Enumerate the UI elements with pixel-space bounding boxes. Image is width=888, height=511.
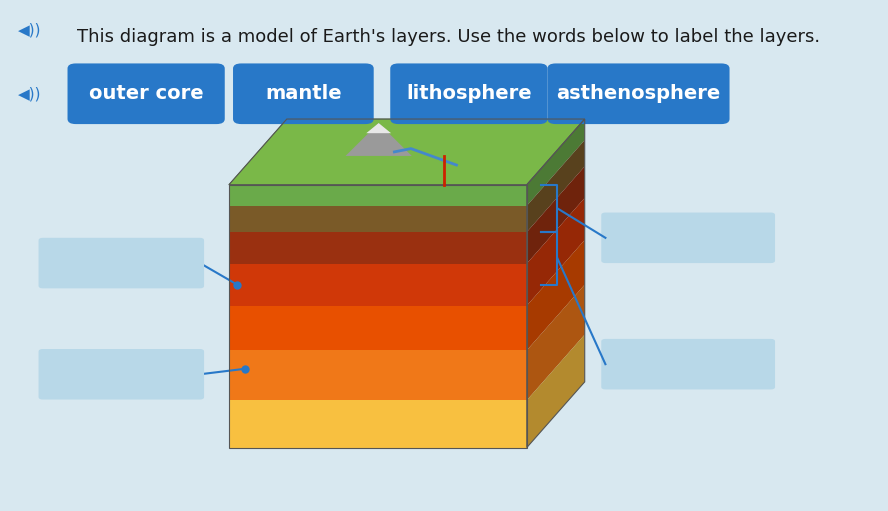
Text: outer core: outer core [89,84,203,103]
Text: mantle: mantle [265,84,342,103]
Text: ◀)): ◀)) [18,23,42,38]
FancyBboxPatch shape [601,213,775,263]
FancyBboxPatch shape [38,238,204,288]
Text: ◀)): ◀)) [18,86,42,101]
Polygon shape [229,351,527,400]
FancyBboxPatch shape [38,349,204,400]
Polygon shape [527,198,584,306]
Polygon shape [345,123,412,156]
FancyBboxPatch shape [601,339,775,389]
Polygon shape [229,306,527,351]
Text: This diagram is a model of Earth's layers. Use the words below to label the laye: This diagram is a model of Earth's layer… [76,28,820,46]
FancyBboxPatch shape [67,63,225,124]
Polygon shape [229,400,527,448]
Polygon shape [229,232,527,264]
Polygon shape [366,123,391,133]
Polygon shape [527,240,584,351]
Polygon shape [229,185,527,206]
Polygon shape [527,140,584,232]
Polygon shape [229,206,527,232]
Polygon shape [527,167,584,264]
Polygon shape [527,335,584,448]
Polygon shape [527,119,584,206]
FancyBboxPatch shape [548,63,730,124]
FancyBboxPatch shape [233,63,374,124]
Polygon shape [527,285,584,400]
Text: lithosphere: lithosphere [406,84,532,103]
Polygon shape [229,264,527,306]
Polygon shape [229,119,584,185]
Text: asthenosphere: asthenosphere [557,84,721,103]
FancyBboxPatch shape [390,63,548,124]
